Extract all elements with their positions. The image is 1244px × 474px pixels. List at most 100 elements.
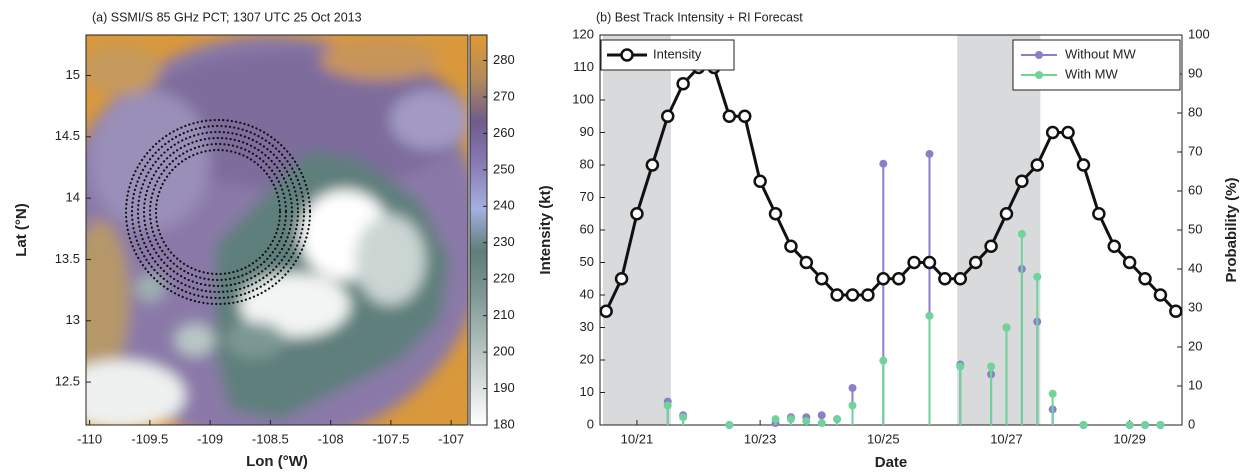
line-marker (662, 111, 673, 122)
line-marker (1155, 290, 1166, 301)
y-tick-label: 12.5 (55, 374, 80, 389)
stem-marker (879, 160, 887, 168)
x-tick-label: -109.5 (131, 431, 168, 446)
colorbar-tick-label: 190 (493, 380, 515, 395)
x-axis-label: Date (875, 454, 908, 471)
stem-marker (787, 415, 795, 423)
line-marker (832, 290, 843, 301)
y-tick-label: 30 (580, 319, 594, 334)
line-marker (1078, 160, 1089, 171)
line-marker (1063, 127, 1074, 138)
stem-marker (1156, 421, 1164, 429)
shaded-period (603, 35, 671, 425)
line-marker (601, 306, 612, 317)
x-tick-label: -107.5 (372, 431, 409, 446)
y-tick-label: 70 (580, 189, 594, 204)
line-marker (986, 241, 997, 252)
y-tick-label: 20 (580, 351, 594, 366)
stem-marker (987, 363, 995, 371)
line-marker (924, 257, 935, 268)
colorbar-tick-label: 230 (493, 234, 515, 249)
line-marker (970, 257, 981, 268)
panel-a-title: (a) SSMI/S 85 GHz PCT; 1307 UTC 25 Oct 2… (92, 10, 362, 24)
x-tick-label: -110 (77, 431, 102, 446)
x-tick-label: 10/25 (867, 431, 900, 446)
y2-tick-label: 70 (1188, 143, 1202, 158)
line-marker (878, 273, 889, 284)
legend-label: With MW (1065, 66, 1118, 81)
stem-marker (879, 357, 887, 365)
stem-marker (849, 402, 857, 410)
line-marker (1140, 273, 1151, 284)
colorbar-tick-label: 210 (493, 307, 515, 322)
stem-marker (1049, 390, 1057, 398)
x-tick-label: 10/23 (744, 431, 777, 446)
stem-marker (725, 421, 733, 429)
line-marker (739, 111, 750, 122)
line-marker (1124, 257, 1135, 268)
y-axis-label: Lat (°N) (13, 203, 30, 257)
x-tick-label: -108.5 (252, 431, 289, 446)
legend-marker (1035, 71, 1043, 79)
stem-marker (1018, 230, 1026, 238)
stem-marker (1126, 421, 1134, 429)
stem-marker (1079, 421, 1087, 429)
colorbar-tick-label: 240 (493, 198, 515, 213)
legend-marker (622, 50, 633, 61)
y-tick-label: 120 (572, 26, 594, 41)
y2-tick-label: 30 (1188, 299, 1202, 314)
y2-tick-label: 20 (1188, 338, 1202, 353)
x-tick-label: -107 (438, 431, 464, 446)
y-tick-label: 10 (580, 384, 594, 399)
line-marker (647, 160, 658, 171)
y-tick-label: 50 (580, 254, 594, 269)
y-axis-label: Intensity (kt) (537, 185, 554, 274)
y2-tick-label: 80 (1188, 104, 1202, 119)
stem-marker (956, 363, 964, 371)
y-tick-label: 110 (573, 59, 594, 74)
stem-marker (925, 150, 933, 158)
y-tick-label: 40 (580, 286, 594, 301)
legend-label: Without MW (1065, 46, 1137, 61)
line-marker (1093, 208, 1104, 219)
line-marker (847, 290, 858, 301)
y-tick-label: 15 (66, 67, 80, 82)
colorbar-tick-label: 220 (493, 271, 515, 286)
line-marker (755, 176, 766, 187)
y-tick-label: 0 (587, 416, 594, 431)
line-marker (893, 273, 904, 284)
figure: (a) SSMI/S 85 GHz PCT; 1307 UTC 25 Oct 2… (0, 0, 1244, 474)
line-marker (816, 273, 827, 284)
line-marker (1001, 208, 1012, 219)
y-tick-label: 13 (66, 312, 80, 327)
line-marker (785, 241, 796, 252)
line-marker (1109, 241, 1120, 252)
x-tick-label: -108 (318, 431, 344, 446)
stem-marker (664, 402, 672, 410)
line-marker (770, 208, 781, 219)
y-tick-label: 14 (66, 190, 80, 205)
colorbar-tick-label: 180 (493, 416, 515, 431)
y-tick-label: 60 (580, 221, 594, 236)
y-tick-label: 100 (572, 91, 594, 106)
y2-tick-label: 40 (1188, 260, 1202, 275)
line-marker (862, 290, 873, 301)
y-tick-label: 14.5 (55, 128, 80, 143)
line-marker (801, 257, 812, 268)
line-marker (616, 273, 627, 284)
y2-tick-label: 60 (1188, 182, 1202, 197)
colorbar (470, 35, 487, 425)
y-tick-label: 90 (580, 124, 594, 139)
line-marker (1047, 127, 1058, 138)
satellite-field (55, 35, 485, 445)
x-tick-label: 10/29 (1113, 431, 1146, 446)
line-marker (955, 273, 966, 284)
colorbar-tick-label: 250 (493, 161, 515, 176)
x-tick-label: 10/21 (621, 431, 654, 446)
line-marker (939, 273, 950, 284)
colorbar-tick-label: 200 (493, 344, 515, 359)
stem-marker (1033, 273, 1041, 281)
line-marker (724, 111, 735, 122)
x-axis-label: Lon (°W) (246, 453, 308, 470)
stem-marker (1141, 421, 1149, 429)
